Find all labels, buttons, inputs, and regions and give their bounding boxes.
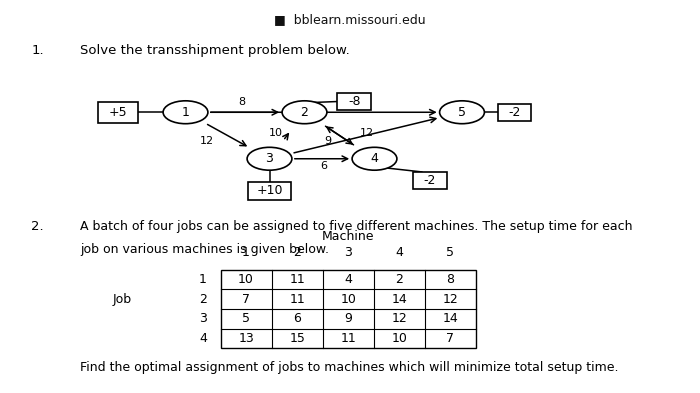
Text: 3: 3 xyxy=(265,152,274,165)
Text: 1: 1 xyxy=(181,106,190,119)
Text: 15: 15 xyxy=(289,332,305,345)
Text: -2: -2 xyxy=(508,106,521,119)
Text: 2: 2 xyxy=(199,293,207,306)
Circle shape xyxy=(352,147,397,170)
Text: 2.: 2. xyxy=(32,220,44,233)
Bar xyxy=(248,182,291,200)
Text: 2: 2 xyxy=(395,273,403,286)
Text: Find the optimal assignment of jobs to machines which will minimize total setup : Find the optimal assignment of jobs to m… xyxy=(80,361,619,374)
Text: -2: -2 xyxy=(424,174,436,187)
Text: 13: 13 xyxy=(238,332,254,345)
Text: ■  bblearn.missouri.edu: ■ bblearn.missouri.edu xyxy=(274,13,426,26)
Text: Solve the transshipment problem below.: Solve the transshipment problem below. xyxy=(80,44,350,57)
Text: 14: 14 xyxy=(391,293,407,306)
Text: +5: +5 xyxy=(108,106,127,119)
Text: -8: -8 xyxy=(348,95,360,108)
Bar xyxy=(98,102,137,123)
Text: 12: 12 xyxy=(199,136,213,146)
Text: 7: 7 xyxy=(447,332,454,345)
Text: 4: 4 xyxy=(370,152,379,165)
Text: 1.: 1. xyxy=(32,44,44,57)
Text: 9: 9 xyxy=(344,312,352,325)
Text: 1: 1 xyxy=(242,246,250,259)
Text: 3: 3 xyxy=(344,246,352,259)
Circle shape xyxy=(163,101,208,124)
Text: 2: 2 xyxy=(293,246,301,259)
Text: job on various machines is given below.: job on various machines is given below. xyxy=(80,243,330,256)
Circle shape xyxy=(440,101,484,124)
Text: 4: 4 xyxy=(199,332,207,345)
Text: 8: 8 xyxy=(238,97,245,107)
Text: 6: 6 xyxy=(321,161,328,171)
Text: 4: 4 xyxy=(344,273,352,286)
Text: +10: +10 xyxy=(256,184,283,197)
Bar xyxy=(220,270,476,348)
Text: 4: 4 xyxy=(395,246,403,259)
Text: 5: 5 xyxy=(458,106,466,119)
Text: 12: 12 xyxy=(391,312,407,325)
Text: Machine: Machine xyxy=(322,230,374,243)
Circle shape xyxy=(282,101,327,124)
Text: A batch of four jobs can be assigned to five different machines. The setup time : A batch of four jobs can be assigned to … xyxy=(80,220,633,233)
Text: 7: 7 xyxy=(242,293,250,306)
Text: 3: 3 xyxy=(199,312,207,325)
Text: 14: 14 xyxy=(442,312,458,325)
Text: 9: 9 xyxy=(324,136,331,145)
Text: Job: Job xyxy=(113,293,132,306)
Text: 5: 5 xyxy=(242,312,250,325)
Text: 10: 10 xyxy=(391,332,407,345)
Circle shape xyxy=(247,147,292,170)
Text: 8: 8 xyxy=(447,273,454,286)
Text: 10: 10 xyxy=(269,128,283,138)
Text: 12: 12 xyxy=(442,293,458,306)
Text: 6: 6 xyxy=(293,312,301,325)
Text: 10: 10 xyxy=(238,273,254,286)
Text: 2: 2 xyxy=(300,106,309,119)
Text: 12: 12 xyxy=(360,128,374,138)
Text: 11: 11 xyxy=(289,293,305,306)
Bar xyxy=(337,93,371,110)
Text: 11: 11 xyxy=(340,332,356,345)
Bar xyxy=(498,104,531,121)
Bar xyxy=(413,172,447,189)
Text: 5: 5 xyxy=(447,246,454,259)
Text: 10: 10 xyxy=(340,293,356,306)
Text: 11: 11 xyxy=(289,273,305,286)
Text: 1: 1 xyxy=(199,273,207,286)
